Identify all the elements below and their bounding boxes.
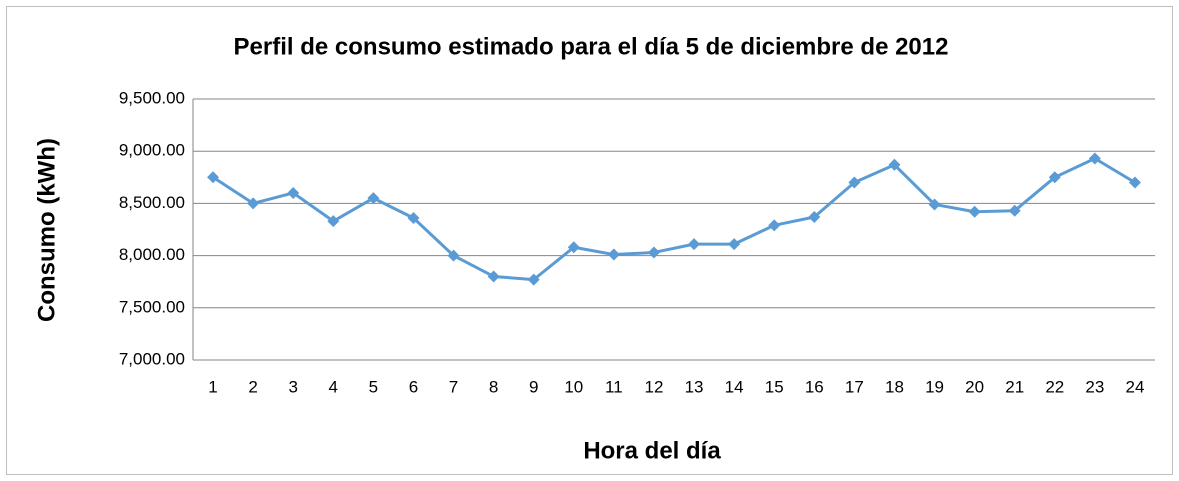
x-tick-label: 22 bbox=[1045, 377, 1064, 396]
point-marker bbox=[768, 219, 781, 232]
x-tick-label: 10 bbox=[564, 377, 583, 396]
chart-border bbox=[6, 6, 1173, 475]
x-tick-label: 24 bbox=[1125, 377, 1144, 396]
y-tick-label: 7,000.00 bbox=[119, 349, 185, 368]
x-axis-title: Hora del día bbox=[583, 437, 721, 464]
x-tick-label: 15 bbox=[765, 377, 784, 396]
point-marker bbox=[527, 273, 540, 286]
y-tick-label: 7,500.00 bbox=[119, 297, 185, 316]
x-tick-label: 13 bbox=[685, 377, 704, 396]
point-marker bbox=[327, 215, 340, 228]
point-marker bbox=[607, 248, 620, 261]
y-tick-label: 8,000.00 bbox=[119, 245, 185, 264]
point-marker bbox=[808, 210, 821, 223]
point-marker bbox=[287, 186, 300, 199]
point-marker bbox=[367, 192, 380, 205]
point-marker bbox=[407, 212, 420, 225]
x-tick-label: 12 bbox=[644, 377, 663, 396]
point-marker bbox=[928, 198, 941, 211]
x-tick-label: 5 bbox=[369, 377, 378, 396]
point-marker bbox=[1088, 152, 1101, 165]
x-tick-label: 9 bbox=[529, 377, 538, 396]
x-tick-label: 2 bbox=[248, 377, 257, 396]
chart-title: Perfil de consumo estimado para el día 5… bbox=[234, 33, 949, 60]
series-line bbox=[212, 157, 1136, 282]
x-tick-label: 18 bbox=[885, 377, 904, 396]
y-tick-label: 8,500.00 bbox=[119, 193, 185, 212]
point-marker bbox=[1008, 204, 1021, 217]
point-marker bbox=[447, 249, 460, 262]
x-tick-label: 23 bbox=[1085, 377, 1104, 396]
x-tick-label: 8 bbox=[489, 377, 498, 396]
point-marker bbox=[1128, 176, 1141, 189]
point-marker bbox=[728, 238, 741, 251]
point-marker bbox=[207, 171, 220, 184]
point-marker bbox=[968, 205, 981, 218]
x-tick-label: 16 bbox=[805, 377, 824, 396]
x-tick-label: 3 bbox=[288, 377, 297, 396]
point-marker bbox=[888, 158, 901, 171]
x-tick-label: 19 bbox=[925, 377, 944, 396]
y-axis-title: Consumo (kWh) bbox=[33, 138, 60, 322]
point-marker bbox=[567, 241, 580, 254]
point-marker bbox=[1048, 171, 1061, 184]
x-tick-label: 1 bbox=[208, 377, 217, 396]
x-tick-label: 14 bbox=[725, 377, 744, 396]
x-tick-label: 11 bbox=[605, 377, 623, 396]
point-marker bbox=[487, 270, 500, 283]
y-tick-label: 9,500.00 bbox=[119, 88, 185, 107]
point-marker bbox=[247, 197, 260, 210]
point-marker bbox=[848, 176, 861, 189]
x-tick-label: 17 bbox=[845, 377, 864, 396]
x-tick-label: 6 bbox=[409, 377, 418, 396]
point-marker bbox=[688, 238, 701, 251]
point-marker bbox=[647, 246, 660, 259]
y-tick-label: 9,000.00 bbox=[119, 141, 185, 160]
x-tick-label: 21 bbox=[1005, 377, 1024, 396]
x-tick-label: 4 bbox=[329, 377, 338, 396]
x-tick-label: 20 bbox=[965, 377, 984, 396]
x-tick-label: 7 bbox=[449, 377, 458, 396]
